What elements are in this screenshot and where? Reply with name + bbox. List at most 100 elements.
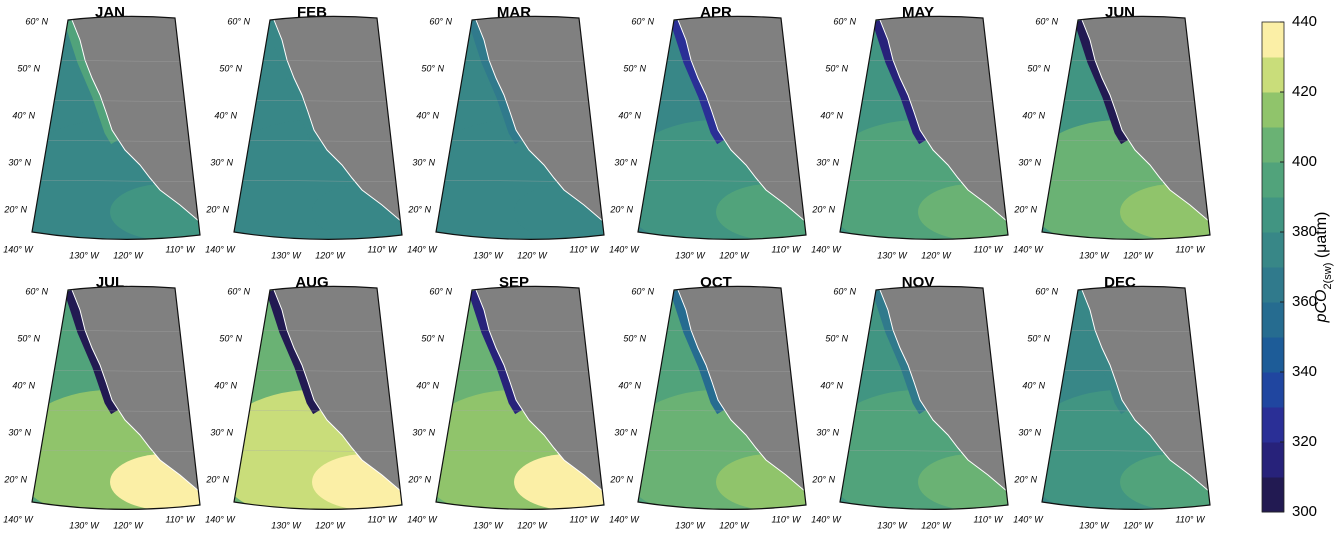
lon-label: 120° W (719, 520, 750, 530)
lat-label: 50° N (623, 63, 646, 73)
lon-label: 140° W (3, 244, 34, 254)
lat-label: 60° N (833, 16, 856, 26)
graticule (234, 449, 402, 453)
map-frame (637, 285, 807, 510)
lat-label: 60° N (429, 16, 452, 26)
colorbar-band (1262, 302, 1284, 338)
colorbar-label-sub: 2(sw) (1322, 263, 1334, 290)
lon-label: 130° W (675, 250, 706, 260)
lon-label: 120° W (315, 520, 346, 530)
colorbar-band (1262, 372, 1284, 408)
map-frame (31, 15, 201, 240)
lon-label: 110° W (368, 514, 398, 524)
colorbar-band (1262, 22, 1284, 58)
map-frame (1041, 15, 1211, 240)
lon-label: 130° W (1079, 520, 1110, 530)
map-area (32, 286, 200, 510)
lat-label: 40° N (214, 110, 237, 120)
lon-label: 130° W (675, 520, 706, 530)
colorbar-label-unit: (μatm) (1313, 212, 1330, 263)
map-frame (637, 15, 807, 240)
lat-label: 40° N (618, 110, 641, 120)
map-area (840, 286, 1008, 510)
lat-label: 60° N (1035, 286, 1058, 296)
lon-label: 130° W (1079, 250, 1110, 260)
lat-label: 30° N (1018, 157, 1041, 167)
lat-label: 20° N (1013, 204, 1037, 214)
lat-label: 30° N (412, 157, 435, 167)
lon-label: 140° W (205, 244, 236, 254)
lat-label: 60° N (25, 16, 48, 26)
lat-label: 20° N (811, 474, 835, 484)
lat-label: 50° N (219, 333, 242, 343)
colorbar-label-main: pCO (1313, 289, 1330, 323)
colorbar-band (1262, 337, 1284, 373)
lat-label: 40° N (820, 380, 843, 390)
lon-label: 110° W (974, 244, 1004, 254)
map-area (1042, 16, 1210, 240)
lat-label: 50° N (825, 333, 848, 343)
lat-label: 30° N (816, 157, 839, 167)
map-frame (233, 285, 403, 510)
graticule (234, 409, 402, 413)
map-frame (435, 15, 605, 240)
lat-label: 40° N (1022, 110, 1045, 120)
lat-label: 30° N (1018, 427, 1041, 437)
lat-label: 30° N (210, 427, 233, 437)
graticule (32, 449, 200, 453)
lon-label: 140° W (205, 514, 236, 524)
graticule (436, 139, 604, 143)
lat-label: 20° N (205, 204, 229, 214)
lon-label: 110° W (1176, 514, 1206, 524)
lat-label: 30° N (8, 157, 31, 167)
lat-label: 40° N (618, 380, 641, 390)
graticule (840, 409, 1008, 413)
lon-label: 130° W (271, 250, 302, 260)
lon-label: 110° W (570, 244, 600, 254)
lat-label: 40° N (12, 110, 35, 120)
lat-label: 40° N (12, 380, 35, 390)
graticule (234, 139, 402, 143)
colorbar-tick-label: 300 (1292, 503, 1317, 520)
lon-label: 140° W (407, 514, 438, 524)
lat-label: 60° N (227, 16, 250, 26)
map-area (638, 286, 806, 510)
graticule (1042, 139, 1210, 143)
lon-label: 140° W (1013, 244, 1044, 254)
map-area (32, 16, 200, 240)
lon-label: 140° W (407, 244, 438, 254)
lat-label: 20° N (205, 474, 229, 484)
lat-label: 20° N (811, 204, 835, 214)
colorbar-band (1262, 92, 1284, 128)
map-area (436, 16, 604, 240)
lat-label: 20° N (3, 204, 27, 214)
lat-label: 40° N (1022, 380, 1045, 390)
graticule (32, 139, 200, 143)
lon-label: 120° W (719, 250, 750, 260)
graticule (638, 179, 806, 183)
lon-label: 120° W (921, 250, 952, 260)
lon-label: 110° W (772, 514, 802, 524)
graticule (436, 409, 604, 413)
lat-label: 30° N (816, 427, 839, 437)
lon-label: 120° W (1123, 520, 1154, 530)
colorbar-label: pCO2(sw) (μatm) (1313, 212, 1334, 324)
map-frame (435, 285, 605, 510)
graticule (638, 139, 806, 143)
lat-label: 60° N (227, 286, 250, 296)
lon-label: 120° W (315, 250, 346, 260)
lon-label: 130° W (877, 250, 908, 260)
lon-label: 110° W (1176, 244, 1206, 254)
lon-label: 130° W (271, 520, 302, 530)
colorbar-tick-label: 380 (1292, 223, 1317, 240)
lon-label: 130° W (69, 520, 100, 530)
colorbar-band (1262, 442, 1284, 478)
